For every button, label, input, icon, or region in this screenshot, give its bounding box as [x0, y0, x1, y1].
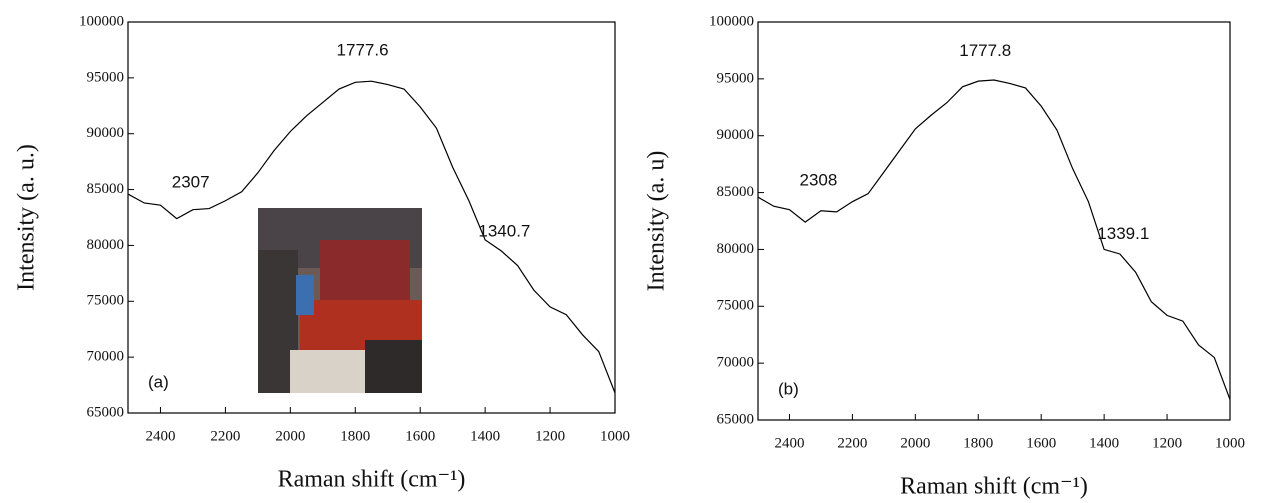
x-tick-label: 2000 — [900, 435, 930, 451]
y-tick-label: 90000 — [717, 127, 755, 143]
y-tick-label: 65000 — [717, 411, 755, 427]
peak-annotation: 1339.1 — [1097, 224, 1149, 243]
x-tick-label: 1200 — [1152, 435, 1182, 451]
plot-frame — [757, 21, 1231, 421]
x-tick-label: 1000 — [1215, 435, 1245, 451]
y-tick-label: 90000 — [87, 125, 125, 141]
peak-annotation: 1777.6 — [337, 41, 389, 60]
inset-photo — [258, 208, 422, 393]
peak-annotation: 1340.7 — [478, 222, 530, 241]
peak-annotation: 2308 — [800, 171, 838, 190]
x-tick-label: 2000 — [275, 428, 305, 444]
x-tick-label: 2200 — [837, 435, 867, 451]
y-tick-label: 75000 — [87, 293, 125, 309]
y-tick-label: 100000 — [79, 13, 124, 29]
plot-frame — [127, 21, 616, 414]
panel-label: (a) — [148, 372, 169, 391]
y-tick-label: 85000 — [87, 181, 125, 197]
x-tick-label: 1400 — [1089, 435, 1119, 451]
x-tick-label: 1600 — [1026, 435, 1056, 451]
peak-annotation: 2307 — [172, 172, 210, 191]
y-axis-label: Intensity (a. u.) — [14, 144, 40, 291]
x-tick-label: 1000 — [600, 428, 630, 444]
x-tick-label: 1400 — [470, 428, 500, 444]
x-tick-label: 2400 — [774, 435, 804, 451]
y-tick-label: 80000 — [717, 241, 755, 257]
y-tick-label: 80000 — [87, 237, 125, 253]
y-tick-label: 70000 — [717, 355, 755, 371]
x-tick-label: 1800 — [963, 435, 993, 451]
x-tick-label: 1200 — [535, 428, 565, 444]
x-tick-label: 2400 — [145, 428, 175, 444]
x-axis-label: Raman shift (cm⁻¹) — [900, 474, 1088, 500]
y-tick-label: 65000 — [87, 404, 125, 420]
y-tick-label: 75000 — [717, 298, 755, 314]
x-tick-label: 1800 — [340, 428, 370, 444]
x-tick-label: 1600 — [405, 428, 435, 444]
x-axis-label: Raman shift (cm⁻¹) — [278, 467, 466, 493]
y-tick-label: 70000 — [87, 349, 125, 365]
y-tick-label: 95000 — [717, 70, 755, 86]
spectrum-line — [757, 79, 1231, 400]
panel-label: (b) — [778, 379, 799, 398]
y-tick-label: 95000 — [87, 69, 125, 85]
y-tick-label: 85000 — [717, 184, 755, 200]
y-tick-label: 100000 — [709, 13, 754, 29]
spectrum-line — [127, 80, 616, 394]
peak-annotation: 1777.8 — [959, 41, 1011, 60]
y-axis-label: Intensity (a. u) — [644, 151, 670, 292]
x-tick-label: 2200 — [210, 428, 240, 444]
